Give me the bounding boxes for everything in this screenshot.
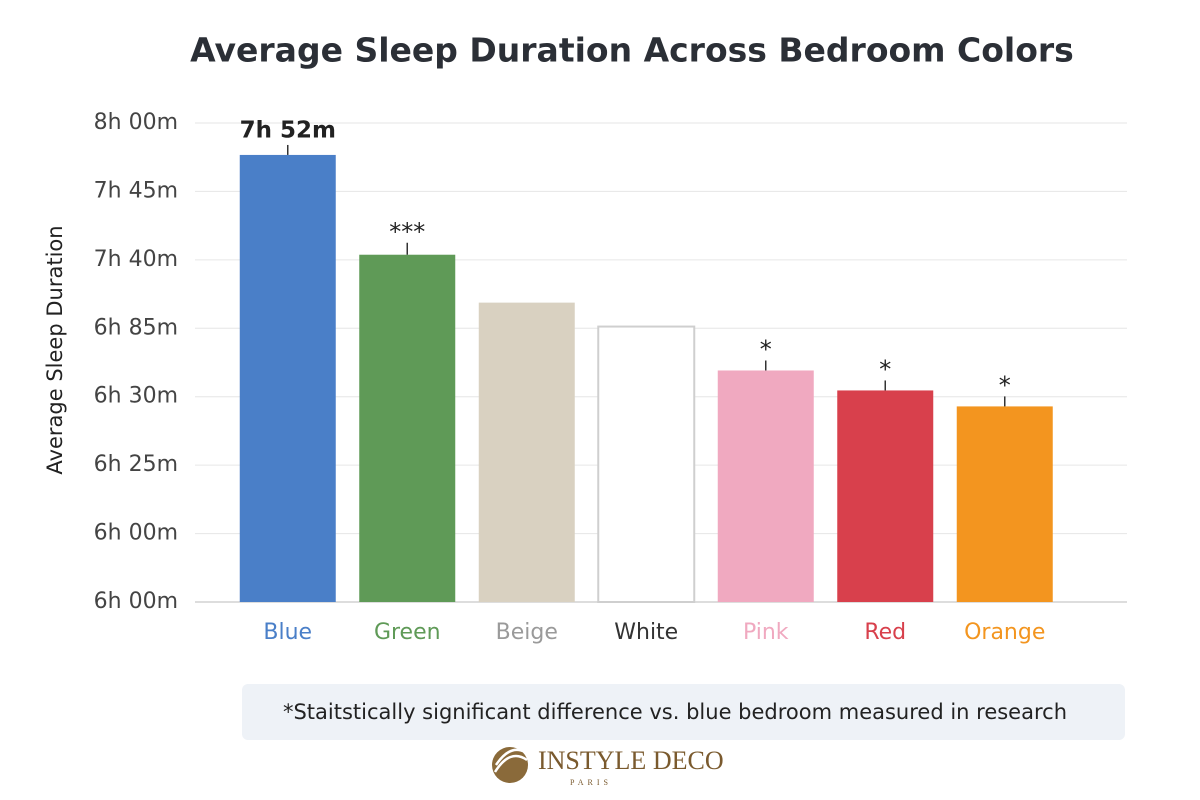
bar bbox=[239, 154, 336, 602]
x-tick-label: Green bbox=[374, 620, 441, 645]
x-tick-label: White bbox=[614, 620, 678, 645]
x-tick-label: Orange bbox=[964, 620, 1045, 645]
x-tick-label: Red bbox=[864, 620, 906, 645]
value-label: 7h 52m bbox=[240, 117, 336, 143]
significance-marker: *** bbox=[389, 218, 425, 246]
y-tick-label: 6h 00m bbox=[94, 521, 178, 546]
bar bbox=[478, 302, 575, 602]
y-tick-label: 6h 85m bbox=[94, 315, 178, 340]
footnote-box bbox=[242, 684, 1125, 740]
x-tick-label: Pink bbox=[743, 620, 789, 645]
y-tick-label: 7h 45m bbox=[94, 178, 178, 203]
x-tick-label: Blue bbox=[263, 620, 312, 645]
chart-title: Average Sleep Duration Across Bedroom Co… bbox=[190, 31, 1074, 70]
bar bbox=[717, 370, 814, 602]
y-tick-label: 6h 00m bbox=[94, 589, 178, 614]
brand-logo: INSTYLE DECO PARIS bbox=[492, 746, 724, 787]
brand-sub: PARIS bbox=[570, 778, 612, 787]
y-axis-title: Average Sleep Duration bbox=[43, 225, 67, 474]
y-tick-label: 7h 40m bbox=[94, 247, 178, 272]
significance-marker: * bbox=[760, 336, 772, 364]
footnote: *Staitstically significant difference vs… bbox=[283, 700, 1067, 724]
bar bbox=[597, 325, 696, 603]
bar bbox=[359, 254, 456, 602]
bar bbox=[837, 390, 934, 602]
y-tick-label: 8h 00m bbox=[94, 110, 178, 135]
y-tick-label: 6h 25m bbox=[94, 452, 178, 477]
y-tick-label: 6h 30m bbox=[94, 384, 178, 409]
x-tick-label: Beige bbox=[496, 620, 558, 645]
significance-marker: * bbox=[999, 371, 1011, 399]
significance-marker: * bbox=[879, 355, 891, 383]
logo-swirl bbox=[493, 748, 528, 773]
brand-name: INSTYLE DECO bbox=[538, 746, 724, 775]
bar bbox=[956, 406, 1053, 602]
